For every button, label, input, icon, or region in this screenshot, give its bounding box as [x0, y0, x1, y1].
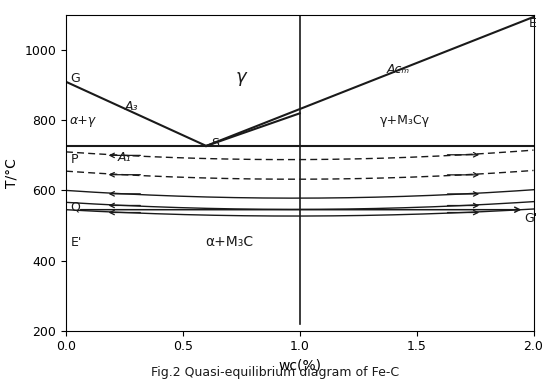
X-axis label: wᴄ(%): wᴄ(%) — [278, 359, 321, 373]
Text: α+M₃C: α+M₃C — [206, 236, 254, 250]
Text: E': E' — [70, 236, 82, 250]
Text: Fig.2 Quasi-equilibrium diagram of Fe-C: Fig.2 Quasi-equilibrium diagram of Fe-C — [151, 366, 399, 379]
Text: A₃: A₃ — [124, 100, 138, 113]
Text: P: P — [70, 153, 78, 166]
Text: E: E — [529, 17, 537, 30]
Text: γ: γ — [236, 68, 246, 86]
Text: γ+M₃Cγ: γ+M₃Cγ — [380, 114, 430, 127]
Text: G': G' — [524, 212, 537, 225]
Y-axis label: T/°C: T/°C — [5, 158, 19, 188]
Text: Acₘ: Acₘ — [386, 63, 410, 76]
Text: S: S — [211, 137, 219, 150]
Text: G: G — [70, 73, 80, 86]
Text: Q: Q — [70, 201, 80, 214]
Text: α+γ: α+γ — [69, 114, 96, 127]
Text: A₁: A₁ — [118, 150, 131, 164]
